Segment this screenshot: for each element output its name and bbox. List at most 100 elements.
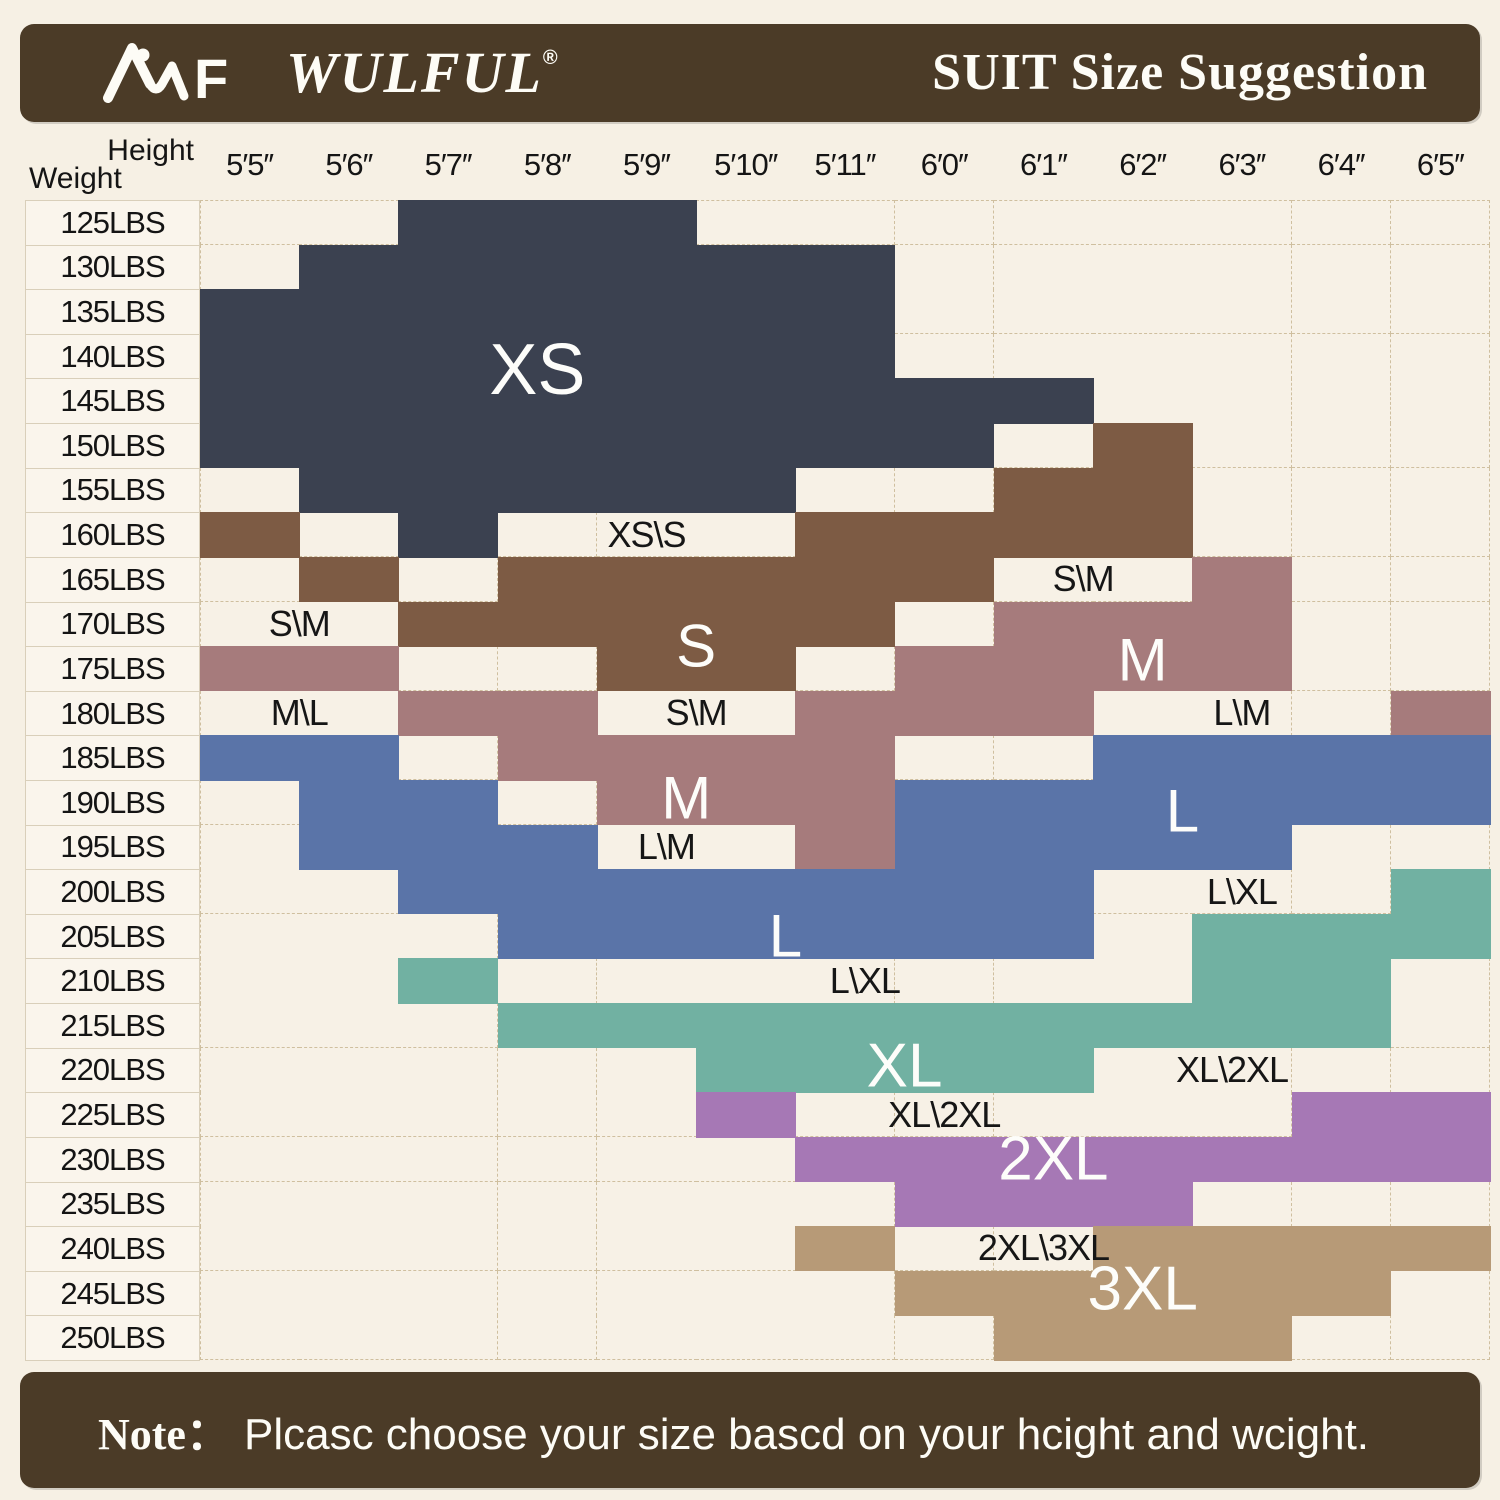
row-label-235LBS: 235LBS [25,1181,200,1228]
row-label-190LBS: 190LBS [25,779,200,826]
size-region-M-195LBS [795,824,896,870]
grid-cell [398,556,499,603]
grid-cell [795,1270,896,1316]
grid-cell [1093,244,1193,290]
grid-cell [200,779,300,826]
grid-cell [596,1047,697,1093]
size-region-XS-155LBS [299,467,796,513]
row-label-215LBS: 215LBS [25,1003,200,1049]
grid-cell [497,1181,598,1227]
row-label-170LBS: 170LBS [25,601,200,648]
grid-cell [993,244,1094,290]
grid-cell [1291,690,1392,736]
grid-cell [1291,1315,1392,1361]
size-region-L-195LBS [894,824,1293,870]
size-region-S-150LBS [1093,423,1193,469]
transition-label-XL-2XL: XL\2XL [888,1093,1001,1135]
grid-cell [299,1226,399,1272]
grid-cell [993,200,1094,246]
col-header-5′7′′: 5′7′′ [424,147,473,182]
size-region-S-170LBS [398,601,896,647]
grid-cell [200,913,300,959]
grid-cell [1390,601,1491,647]
size-region-XL-215LBS [497,1003,1392,1049]
size-region-2XL-225LBS [1291,1092,1491,1138]
grid-cell [696,512,796,558]
grid-cell [398,1270,499,1316]
grid-cell [398,1047,499,1093]
grid-cell [1093,289,1193,335]
grid-cell [1093,690,1193,736]
grid-cell [596,1136,697,1183]
region-label-2XL: 2XL [998,1124,1109,1194]
col-header-5′9′′: 5′9′′ [623,147,671,182]
grid-cell [1192,1047,1293,1093]
grid-cell [398,1136,499,1183]
grid-cell [1192,1092,1293,1138]
grid-cell [1291,1181,1392,1227]
grid-cell [894,333,995,379]
transition-label-S-M: S\M [665,692,728,734]
grid-cell [200,601,300,647]
grid-cell [1390,824,1491,870]
size-region-L-205LBS [497,913,1094,960]
grid-cell [696,1181,796,1227]
grid-cell [200,1315,300,1361]
header-bar: F WULFUL® SUIT Size Suggestion [20,24,1480,122]
grid-cell [1390,1047,1491,1093]
grid-cell [1291,378,1392,424]
row-label-225LBS: 225LBS [25,1092,200,1138]
size-region-M-170LBS [993,601,1293,647]
transition-label-M-L: M\L [270,692,329,734]
grid-cell [1192,333,1293,379]
grid-cell [795,467,896,513]
size-region-XS-150LBS [200,423,995,469]
grid-cell [1093,869,1193,915]
grid-cell [1093,378,1193,424]
size-region-M-165LBS [1192,556,1293,603]
grid-cell [1291,333,1392,379]
grid-cell [497,1136,598,1183]
grid-cell [200,467,300,513]
grid-cell [299,1270,399,1316]
row-label-230LBS: 230LBS [25,1136,200,1183]
grid-cell [1192,467,1293,513]
size-region-XS-125LBS [398,200,697,246]
row-label-200LBS: 200LBS [25,869,200,915]
row-label-210LBS: 210LBS [25,958,200,1005]
size-region-S-165LBS [497,556,995,603]
col-header-5′8′′: 5′8′′ [523,147,572,182]
grid-cell [894,467,995,513]
grid-cell [497,1315,598,1361]
row-label-195LBS: 195LBS [25,824,200,871]
grid-cell [299,1181,399,1227]
grid-cell [299,1136,399,1183]
grid-cell [993,423,1094,469]
grid-cell [1291,824,1392,870]
grid-cell [1291,200,1392,246]
grid-cell [497,958,598,1004]
region-label-M: M [1117,626,1168,694]
grid-cell [200,1270,300,1316]
grid-cell [299,512,399,558]
grid-cell [1390,467,1491,513]
size-region-M-175LBS [200,646,400,692]
grid-cell [398,646,499,692]
row-label-240LBS: 240LBS [25,1226,200,1272]
grid-cell [696,1270,796,1316]
region-label-3XL: 3XL [1087,1254,1198,1324]
row-label-220LBS: 220LBS [25,1047,200,1094]
size-region-L-185LBS [1093,735,1491,781]
grid-cell [299,1047,399,1093]
grid-cell [200,958,300,1004]
grid-cell [299,1092,399,1138]
grid-cell [200,1226,300,1272]
note-label: Note： [98,1410,230,1459]
size-region-S-160LBS [200,512,300,558]
grid-cell [398,1092,499,1138]
grid-cell [1093,1092,1193,1138]
page-title: SUIT Size Suggestion [932,44,1428,101]
brand-mountain-logo-icon: F [103,43,228,104]
row-label-160LBS: 160LBS [25,512,200,558]
size-region-S-165LBS [299,556,400,603]
